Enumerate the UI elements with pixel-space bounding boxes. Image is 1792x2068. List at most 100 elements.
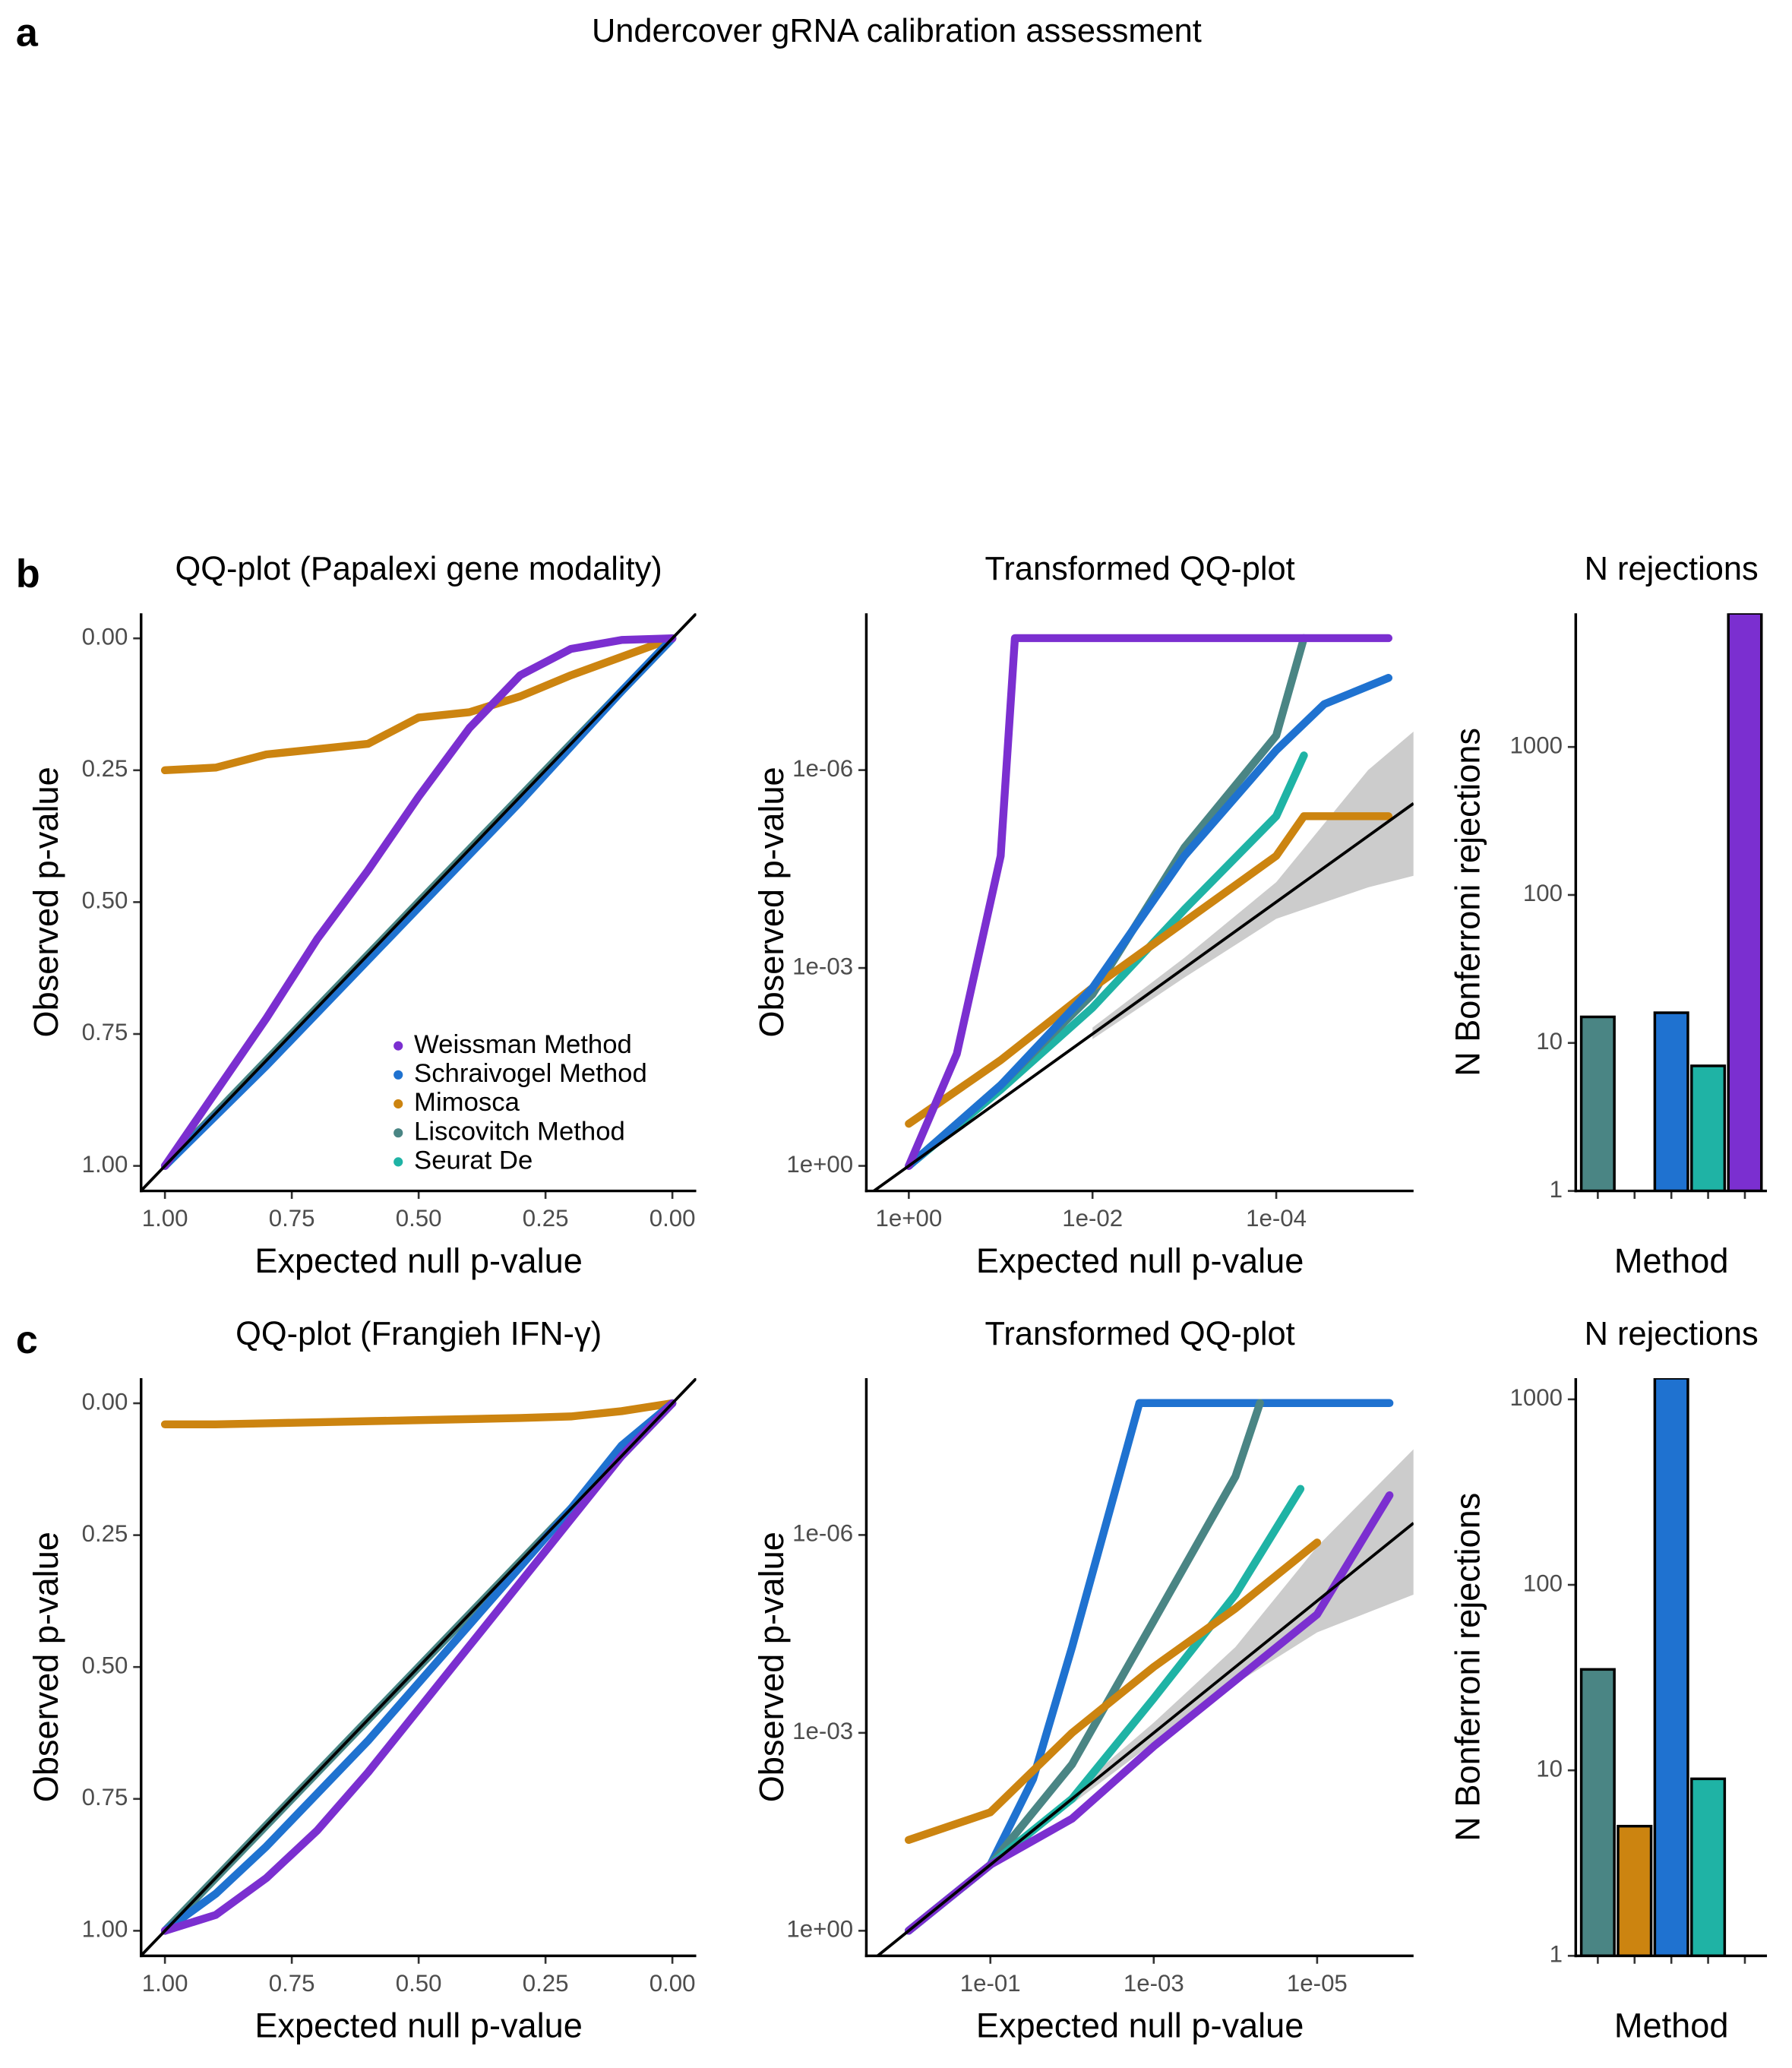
y-tick-label: 0.00 (82, 1388, 128, 1415)
chart-title: Transformed QQ-plot (985, 1316, 1295, 1352)
legend-marker (393, 1128, 403, 1138)
confidence-band (1092, 731, 1414, 1039)
plot-area (1579, 613, 1763, 1191)
plot-area (1579, 1378, 1727, 1956)
bar (1579, 1015, 1616, 1191)
series-line (905, 812, 1393, 1128)
series-line (905, 674, 1393, 1170)
x-tick-label: 1e-02 (1062, 1205, 1123, 1232)
chart-title: QQ-plot (Papalexi gene modality) (175, 551, 662, 587)
series-line (160, 1399, 677, 1429)
x-tick-label: 1e+00 (875, 1205, 942, 1232)
panel: QQ-plot (Frangieh IFN-γ) Expected null p-… (27, 1316, 697, 2045)
chart-title: Transformed QQ-plot (985, 551, 1295, 587)
y-tick-label: 0.50 (82, 1652, 128, 1678)
x-axis-title: Expected null p-value (976, 2006, 1304, 2045)
x-tick-label: 1e-04 (1246, 1205, 1307, 1232)
y-tick-label: 100 (1523, 1570, 1563, 1596)
bar (1653, 1378, 1689, 1956)
legend-marker (393, 1157, 403, 1167)
identity-line (871, 802, 1414, 1191)
y-tick-label: 100 (1523, 880, 1563, 906)
x-tick-label: 1e-01 (960, 1970, 1021, 1997)
series-line (905, 751, 1308, 1170)
y-tick-label: 0.25 (82, 755, 128, 782)
y-tick-label: 1000 (1509, 1384, 1562, 1411)
y-tick-label: 1000 (1509, 732, 1562, 758)
series-line (904, 1399, 1264, 1935)
panel-label: c (16, 1318, 38, 1362)
x-axis-title: Expected null p-value (254, 1241, 582, 1280)
plot-area (141, 1378, 697, 1956)
chart-title: N rejections (1585, 1316, 1759, 1352)
identity-line (875, 1522, 1414, 1956)
bar (1653, 1011, 1689, 1191)
x-tick-label: 0.50 (396, 1205, 442, 1232)
bar (1690, 1777, 1727, 1956)
y-tick-label: 0.00 (82, 623, 128, 650)
identity-line (141, 613, 697, 1191)
y-tick-label: 1.00 (82, 1151, 128, 1178)
y-tick-label: 1e-03 (792, 1718, 853, 1744)
x-tick-label: 0.25 (523, 1970, 569, 1997)
legend-label: Liscovitch Method (414, 1117, 625, 1146)
x-axis-title: Method (1614, 2006, 1729, 2045)
y-axis-title: Observed p-value (752, 767, 791, 1037)
panel-label: b (16, 552, 40, 596)
series-line (904, 1538, 1322, 1845)
plot-area (871, 634, 1414, 1191)
figure-title: Undercover gRNA calibration assessment (592, 13, 1202, 49)
y-tick-label: 0.50 (82, 887, 128, 914)
plot-area (875, 1399, 1414, 1956)
bar (1617, 1824, 1653, 1956)
y-axis-title: N Bonferroni rejections (1448, 1493, 1487, 1842)
y-tick-label: 1.00 (82, 1916, 128, 1943)
panel: N rejections Method N Bonferroni rejection… (1448, 1316, 1768, 2045)
identity-line (141, 1378, 697, 1956)
x-tick-label: 1.00 (142, 1970, 188, 1997)
x-tick-label: 0.75 (269, 1970, 315, 1997)
confidence-band (1072, 1449, 1414, 1804)
y-axis-title: Observed p-value (752, 1532, 791, 1802)
x-tick-label: 1e-03 (1124, 1970, 1184, 1997)
y-axis-title: N Bonferroni rejections (1448, 728, 1487, 1077)
y-tick-label: 1e+00 (786, 1916, 853, 1943)
legend-label: Mimosca (414, 1088, 520, 1117)
legend-label: Schraivogel Method (414, 1059, 647, 1088)
x-tick-label: 0.00 (649, 1205, 696, 1232)
series-line (160, 634, 677, 1170)
y-tick-label: 10 (1536, 1755, 1563, 1782)
panel: QQ-plot (Papalexi gene modality) Expected… (27, 551, 697, 1280)
chart-title: N rejections (1585, 551, 1759, 587)
y-tick-label: 1 (1550, 1176, 1563, 1203)
y-tick-label: 1e-06 (792, 1520, 853, 1547)
y-tick-label: 0.25 (82, 1520, 128, 1547)
series-line (160, 1399, 677, 1935)
series-line (160, 1399, 677, 1935)
panel: Transformed QQ-plot Expected null p-value… (752, 1316, 1414, 2045)
y-tick-label: 1e-03 (792, 953, 853, 979)
x-axis-title: Method (1614, 1241, 1729, 1280)
legend-marker (393, 1041, 403, 1051)
bar (1690, 1064, 1727, 1191)
chart-title: QQ-plot (Frangieh IFN-γ) (235, 1316, 602, 1352)
y-tick-label: 10 (1536, 1028, 1563, 1055)
bar (1579, 1668, 1616, 1956)
legend-label: Weissman Method (414, 1030, 632, 1059)
y-tick-label: 1e+00 (786, 1151, 853, 1178)
panel: Transformed QQ-plot Expected null p-value… (752, 551, 1414, 1280)
x-tick-label: 0.75 (269, 1205, 315, 1232)
panel: N rejections Method N Bonferroni rejection… (1448, 551, 1768, 1280)
y-tick-label: 1e-06 (792, 755, 853, 782)
x-tick-label: 0.00 (649, 1970, 696, 1997)
panel-label: a (16, 11, 39, 55)
series-line (905, 634, 1393, 1170)
series-line (160, 634, 677, 775)
x-tick-label: 0.50 (396, 1970, 442, 1997)
bar (1727, 613, 1763, 1191)
legend-marker (393, 1099, 403, 1109)
y-tick-label: 0.75 (82, 1019, 128, 1045)
plot-area (141, 613, 697, 1191)
